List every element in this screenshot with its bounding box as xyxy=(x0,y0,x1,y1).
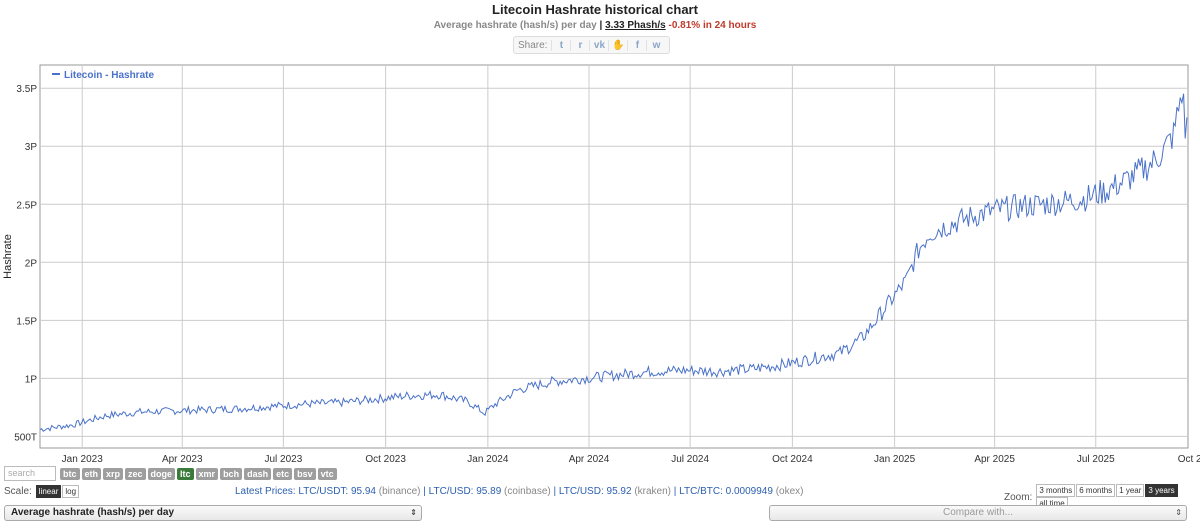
price-pair[interactable]: LTC/USD: 95.89 xyxy=(428,486,505,497)
coin-eth[interactable]: eth xyxy=(81,468,101,480)
x-tick-label: Jan 2024 xyxy=(467,454,509,465)
zoom-6-months[interactable]: 6 months xyxy=(1076,484,1116,497)
current-hashrate[interactable]: 3.33 Phash/s xyxy=(605,20,666,31)
x-tick-label: Jul 2025 xyxy=(1077,454,1115,465)
subtitle-metric: Average hashrate (hash/s) per day xyxy=(433,20,597,31)
price-separator: | xyxy=(671,486,680,497)
coin-selector: search btc eth xrp zec doge ltc xmr bch dash etc b… xyxy=(4,464,337,482)
coin-ltc[interactable]: ltc xyxy=(177,468,194,480)
page-subtitle: Average hashrate (hash/s) per day | 3.33… xyxy=(0,20,1190,31)
scale-label: Scale: xyxy=(4,486,32,497)
price-source: (binance) xyxy=(378,486,421,497)
subtitle-separator: | xyxy=(599,20,603,31)
share-label: Share: xyxy=(518,39,548,51)
prices-label: Latest Prices: xyxy=(235,486,296,497)
zoom-3-years[interactable]: 3 years xyxy=(1145,484,1178,497)
coin-etc[interactable]: etc xyxy=(273,468,293,480)
price-pair[interactable]: LTC/USD: 95.92 xyxy=(558,486,635,497)
plot-area xyxy=(39,64,1189,449)
zoom-3-months[interactable]: 3 months xyxy=(1036,484,1076,497)
reddit-icon[interactable]: r xyxy=(570,39,589,51)
hashrate-change: -0.81% in 24 hours xyxy=(668,20,757,31)
x-tick-label: Oct 2024 xyxy=(772,454,813,465)
vk-icon[interactable]: vk xyxy=(589,39,608,51)
page-title: Litecoin Hashrate historical chart xyxy=(492,2,698,17)
price-source: (kraken) xyxy=(634,486,671,497)
zoom-control: Zoom: 3 months 6 months 1 year 3 yearsall t… xyxy=(1004,484,1200,510)
share-bar: Share: t r vk ✋ f w xyxy=(513,36,671,54)
y-axis-label: Hashrate xyxy=(2,234,14,279)
y-tick-label: 3.5P xyxy=(16,84,37,95)
x-tick-label: Jan 2023 xyxy=(62,454,104,465)
compare-select[interactable]: Compare with... ⇕ xyxy=(769,505,1187,521)
search-input[interactable]: search xyxy=(4,465,56,481)
metric-select-value: Average hashrate (hash/s) per day xyxy=(11,507,175,518)
y-tick-label: 1.5P xyxy=(16,316,37,327)
price-separator: | xyxy=(550,486,559,497)
weibo-icon[interactable]: w xyxy=(646,39,665,51)
compare-select-value: Compare with... xyxy=(942,507,1014,518)
x-tick-label: Apr 2024 xyxy=(569,454,610,465)
x-tick-label: Oct 2023 xyxy=(365,454,406,465)
scale-linear[interactable]: linear xyxy=(35,485,62,498)
y-tick-label: 2P xyxy=(25,258,38,269)
x-tick-label: Oct 2025 xyxy=(1178,454,1200,465)
select-arrows-icon: ⇕ xyxy=(1175,508,1182,517)
twitter-icon[interactable]: t xyxy=(551,39,570,51)
like-icon[interactable]: ✋ xyxy=(608,39,627,51)
x-tick-label: Jan 2025 xyxy=(874,454,916,465)
coin-bsv[interactable]: bsv xyxy=(294,468,316,480)
y-tick-label: 1P xyxy=(25,374,38,385)
x-tick-label: Apr 2025 xyxy=(974,454,1015,465)
coin-dash[interactable]: dash xyxy=(244,468,272,480)
x-tick-label: Jul 2023 xyxy=(264,454,302,465)
y-tick-label: 3P xyxy=(25,142,38,153)
metric-select[interactable]: Average hashrate (hash/s) per day ⇕ xyxy=(4,505,422,521)
latest-prices: Latest Prices: LTC/USDT: 95.94 (binance)… xyxy=(235,486,804,497)
x-tick-label: Jul 2024 xyxy=(671,454,709,465)
y-tick-label: 2.5P xyxy=(16,200,37,211)
coin-xrp[interactable]: xrp xyxy=(103,468,124,480)
price-source: (coinbase) xyxy=(504,486,551,497)
coin-zec[interactable]: zec xyxy=(125,468,146,480)
legend-label: Litecoin - Hashrate xyxy=(64,70,154,81)
select-arrows-icon: ⇕ xyxy=(410,508,417,517)
coin-vtc[interactable]: vtc xyxy=(317,468,337,480)
price-pair[interactable]: LTC/BTC: 0.0009949 xyxy=(679,486,776,497)
scale-control: Scale: linear log xyxy=(4,485,80,498)
coin-btc[interactable]: btc xyxy=(60,468,80,480)
zoom-1-year[interactable]: 1 year xyxy=(1116,484,1145,497)
coin-doge[interactable]: doge xyxy=(147,468,176,480)
facebook-icon[interactable]: f xyxy=(627,39,646,51)
scale-log[interactable]: log xyxy=(62,485,80,498)
hashrate-chart: Jan 2023 Apr 2023 Jul 2023 Oct 2023 Jan 2024… xyxy=(2,64,1200,465)
price-pair[interactable]: LTC/USDT: 95.94 xyxy=(298,486,379,497)
price-separator: | xyxy=(420,486,429,497)
hashrate-line xyxy=(39,93,1188,432)
y-tick-label: 500T xyxy=(14,432,37,443)
price-source: (okex) xyxy=(775,486,804,497)
x-tick-label: Apr 2023 xyxy=(162,454,203,465)
coin-bch[interactable]: bch xyxy=(220,468,243,480)
zoom-label: Zoom: xyxy=(1004,491,1033,503)
coin-xmr[interactable]: xmr xyxy=(195,468,219,480)
